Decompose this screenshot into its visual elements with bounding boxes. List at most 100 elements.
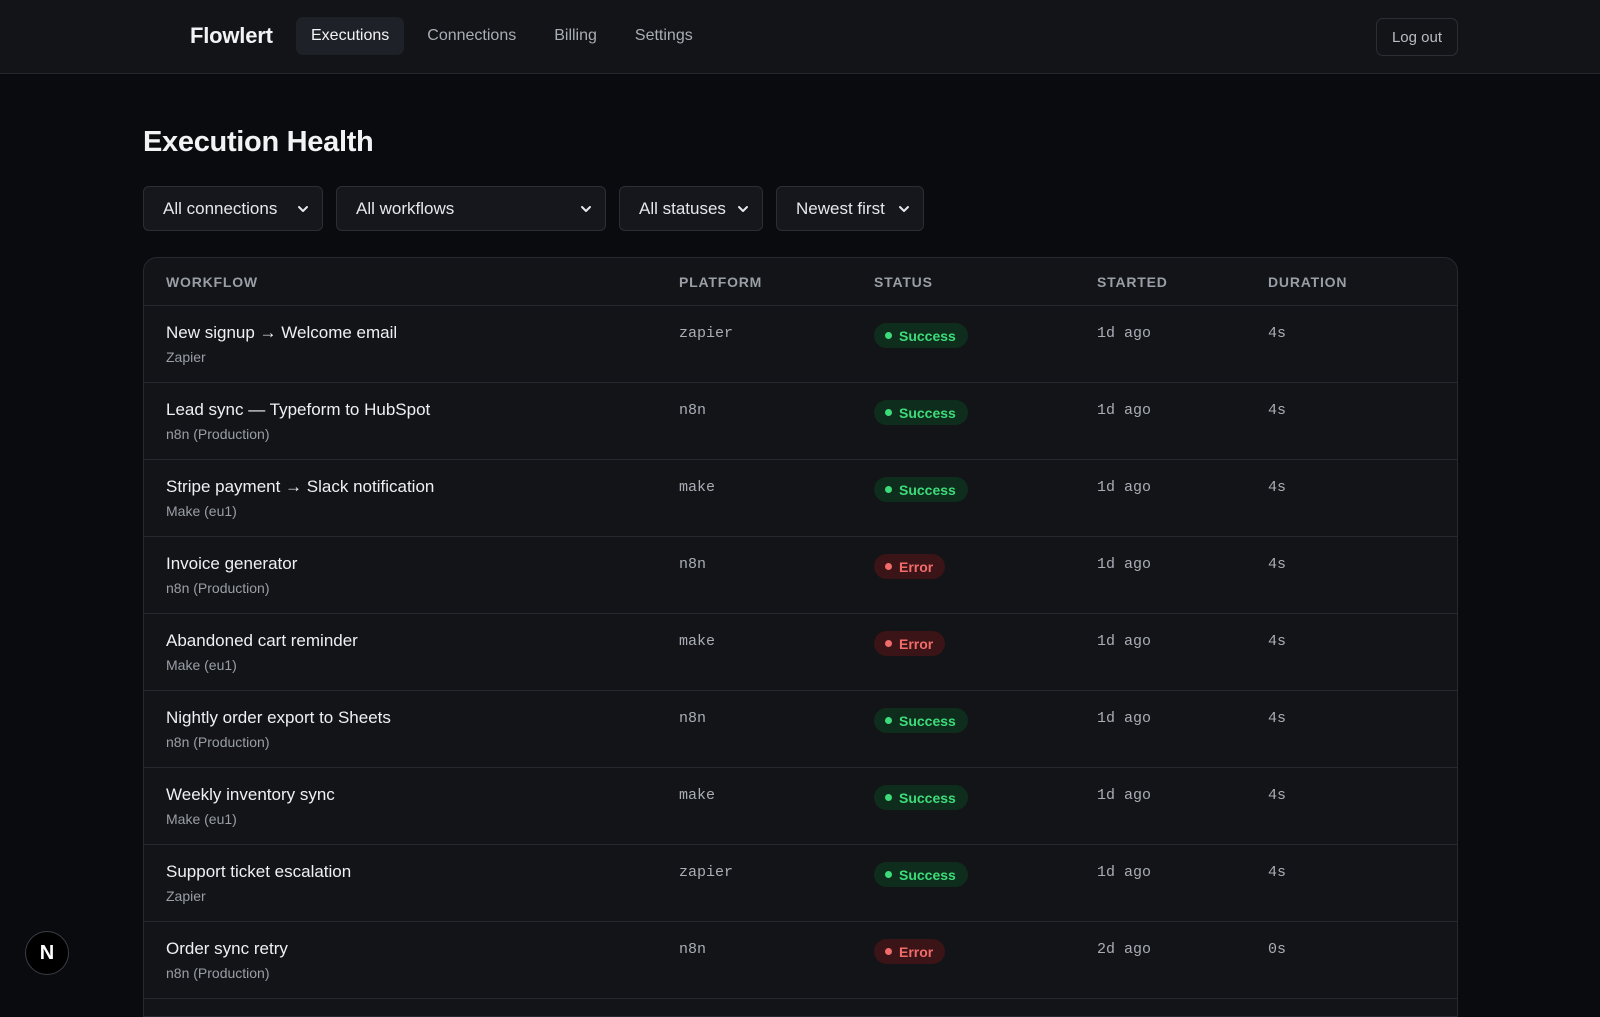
- duration-cell: 4s: [1268, 691, 1428, 727]
- page-title: Execution Health: [143, 126, 374, 158]
- table-row[interactable]: Invoice generator n8n (Production) n8n E…: [144, 537, 1457, 614]
- duration-value: 4s: [1268, 556, 1287, 573]
- started-value: 1d ago: [1097, 402, 1152, 419]
- connection-name: n8n (Production): [166, 734, 270, 750]
- column-header-started[interactable]: STARTED: [1097, 273, 1168, 290]
- status-cell: Success: [874, 768, 1097, 810]
- started-cell: 1d ago: [1097, 768, 1268, 804]
- column-header-status[interactable]: STATUS: [874, 273, 933, 290]
- status-badge: Success: [874, 708, 968, 733]
- sort-value: Newest first: [796, 198, 885, 218]
- duration-cell: 4s: [1268, 460, 1428, 496]
- table-row[interactable]: Abandoned cart reminder Make (eu1) make …: [144, 614, 1457, 691]
- column-header-platform[interactable]: PLATFORM: [679, 273, 763, 290]
- platform-cell: n8n: [679, 537, 874, 573]
- duration-value: 4s: [1268, 710, 1287, 727]
- nav-item-settings[interactable]: Settings: [634, 27, 693, 44]
- workflow-cell: Stripe payment → Slack notification Make…: [144, 460, 679, 519]
- table-row[interactable]: New signup → Welcome email Zapier zapier…: [144, 306, 1457, 383]
- started-value: 1d ago: [1097, 787, 1152, 804]
- table-row[interactable]: Nightly order export to Sheets n8n (Prod…: [144, 691, 1457, 768]
- logout-button[interactable]: Log out: [1375, 18, 1458, 56]
- status-badge: Error: [874, 554, 946, 579]
- platform-name: n8n: [679, 941, 707, 958]
- connection-name: n8n (Production): [166, 426, 270, 442]
- status-label: Success: [899, 789, 956, 806]
- table-row[interactable]: Lead sync — Typeform to HubSpot n8n (Pro…: [144, 383, 1457, 460]
- started-value: 1d ago: [1097, 864, 1152, 881]
- status-cell: Error: [874, 537, 1097, 579]
- status-cell: Success: [874, 845, 1097, 887]
- status-dot-icon: [885, 409, 892, 416]
- status-dot-icon: [885, 871, 892, 878]
- status-badge: Success: [874, 785, 968, 810]
- status-dot-icon: [885, 717, 892, 724]
- connection-name: Zapier: [166, 888, 206, 904]
- started-value: 1d ago: [1097, 556, 1152, 573]
- connection-name: Make (eu1): [166, 503, 237, 519]
- workflow-cell: Abandoned cart reminder Make (eu1): [144, 614, 679, 673]
- table-header: WORKFLOW PLATFORM STATUS STARTED DURATIO…: [144, 258, 1457, 306]
- status-badge: Success: [874, 862, 968, 887]
- column-header-workflow[interactable]: WORKFLOW: [166, 273, 258, 290]
- chevron-down-icon: [298, 205, 308, 212]
- platform-name: make: [679, 633, 716, 650]
- status-cell: Success: [874, 383, 1097, 425]
- platform-cell: zapier: [679, 845, 874, 881]
- platform-cell: make: [679, 768, 874, 804]
- started-cell: 1d ago: [1097, 383, 1268, 419]
- status-filter-select[interactable]: All statuses: [619, 186, 763, 231]
- workflow-cell: Invoice generator n8n (Production): [144, 537, 679, 596]
- started-cell: 1d ago: [1097, 306, 1268, 342]
- status-badge: Success: [874, 323, 968, 348]
- table-row[interactable]: Stripe payment → Slack notification Make…: [144, 460, 1457, 537]
- started-cell: 1d ago: [1097, 845, 1268, 881]
- connection-name: n8n (Production): [166, 580, 270, 596]
- chevron-down-icon: [581, 205, 591, 212]
- chevron-down-icon: [899, 205, 909, 212]
- status-dot-icon: [885, 948, 892, 955]
- status-label: Success: [899, 404, 956, 421]
- duration-cell: 4s: [1268, 306, 1428, 342]
- status-cell: Error: [874, 922, 1097, 964]
- connection-filter-select[interactable]: All connections: [143, 186, 323, 231]
- duration-value: 0s: [1268, 941, 1287, 958]
- nextjs-icon[interactable]: N: [25, 931, 69, 975]
- workflow-name: Invoice generator: [166, 554, 298, 573]
- table-row[interactable]: Support ticket escalation Zapier zapier …: [144, 845, 1457, 922]
- platform-name: n8n: [679, 556, 707, 573]
- table-row[interactable]: Order sync retry n8n (Production) n8n Er…: [144, 922, 1457, 999]
- status-badge: Error: [874, 631, 946, 656]
- platform-name: make: [679, 479, 716, 496]
- table-row[interactable]: Weekly inventory sync Make (eu1) make Su…: [144, 768, 1457, 845]
- workflow-name: Lead sync — Typeform to HubSpot: [166, 400, 431, 419]
- chevron-down-icon: [738, 205, 748, 212]
- nav-item-connections[interactable]: Connections: [427, 27, 517, 44]
- duration-value: 4s: [1268, 325, 1287, 342]
- workflow-name: Stripe payment → Slack notification: [166, 477, 435, 496]
- connection-name: Make (eu1): [166, 811, 237, 827]
- status-cell: Success: [874, 306, 1097, 348]
- platform-name: zapier: [679, 325, 734, 342]
- workflow-filter-select[interactable]: All workflows: [336, 186, 606, 231]
- brand-logo[interactable]: Flowlert: [190, 23, 273, 48]
- platform-name: n8n: [679, 402, 707, 419]
- status-label: Success: [899, 481, 956, 498]
- main-content: Execution Health All connections All wor…: [143, 74, 1458, 1017]
- status-label: Success: [899, 327, 956, 344]
- started-cell: 1d ago: [1097, 614, 1268, 650]
- status-cell: Success: [874, 460, 1097, 502]
- platform-cell: n8n: [679, 383, 874, 419]
- connection-filter-value: All connections: [163, 198, 278, 218]
- duration-value: 4s: [1268, 633, 1287, 650]
- duration-cell: 4s: [1268, 614, 1428, 650]
- started-value: 1d ago: [1097, 710, 1152, 727]
- column-header-duration[interactable]: DURATION: [1268, 273, 1348, 290]
- status-dot-icon: [885, 332, 892, 339]
- nav-item-executions[interactable]: Executions: [296, 17, 405, 55]
- sort-select[interactable]: Newest first: [776, 186, 924, 231]
- status-label: Success: [899, 712, 956, 729]
- started-value: 2d ago: [1097, 941, 1152, 958]
- nav-item-billing[interactable]: Billing: [554, 27, 597, 44]
- status-filter-value: All statuses: [639, 198, 726, 218]
